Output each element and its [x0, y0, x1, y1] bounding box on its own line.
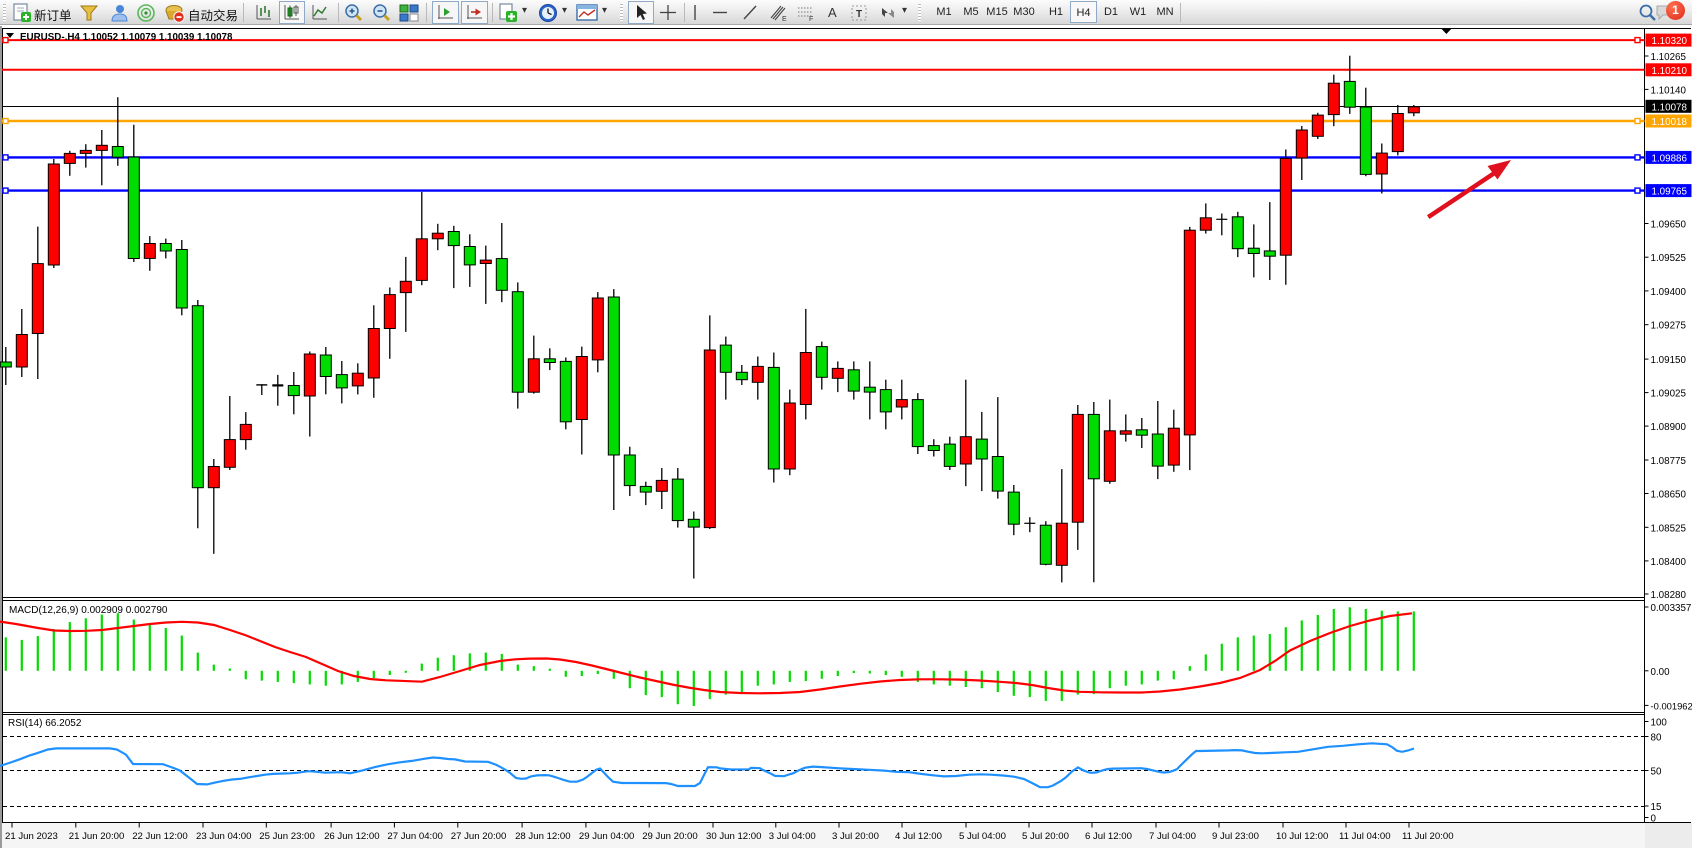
svg-text:9 Jul 23:00: 9 Jul 23:00 — [1212, 831, 1259, 842]
svg-text:F: F — [809, 16, 813, 22]
svg-text:1.09886: 1.09886 — [1652, 153, 1688, 164]
svg-text:1.09765: 1.09765 — [1652, 187, 1688, 198]
svg-text:1.10018: 1.10018 — [1652, 117, 1688, 128]
svg-text:1.09025: 1.09025 — [1651, 389, 1687, 400]
svg-text:1.09400: 1.09400 — [1651, 287, 1687, 298]
svg-text:MACD(12,26,9) 0.002909 0.00279: MACD(12,26,9) 0.002909 0.002790 — [9, 605, 168, 616]
svg-text:5 Jul 20:00: 5 Jul 20:00 — [1022, 831, 1069, 842]
svg-text:27 Jun 20:00: 27 Jun 20:00 — [451, 831, 506, 842]
svg-text:29 Jun 20:00: 29 Jun 20:00 — [642, 831, 697, 842]
svg-text:1.08650: 1.08650 — [1651, 490, 1687, 501]
svg-text:100: 100 — [1651, 718, 1668, 729]
svg-text:3 Jul 20:00: 3 Jul 20:00 — [832, 831, 879, 842]
svg-text:1.09650: 1.09650 — [1651, 220, 1687, 231]
svg-text:1.09525: 1.09525 — [1651, 253, 1687, 264]
svg-text:1.10078: 1.10078 — [1652, 102, 1688, 113]
svg-text:7 Jul 04:00: 7 Jul 04:00 — [1149, 831, 1196, 842]
svg-text:4 Jul 12:00: 4 Jul 12:00 — [895, 831, 942, 842]
svg-text:28 Jun 12:00: 28 Jun 12:00 — [515, 831, 570, 842]
svg-text:5 Jul 04:00: 5 Jul 04:00 — [959, 831, 1006, 842]
svg-text:15: 15 — [1651, 802, 1662, 813]
svg-text:22 Jun 12:00: 22 Jun 12:00 — [132, 831, 187, 842]
svg-text:E: E — [782, 16, 787, 22]
svg-text:1.08900: 1.08900 — [1651, 422, 1687, 433]
svg-text:1.10265: 1.10265 — [1651, 52, 1687, 63]
svg-text:1.10140: 1.10140 — [1651, 85, 1687, 96]
svg-text:0.003357: 0.003357 — [1651, 603, 1692, 614]
svg-text:25 Jun 23:00: 25 Jun 23:00 — [259, 831, 314, 842]
svg-text:1.08280: 1.08280 — [1651, 590, 1687, 601]
svg-text:T: T — [856, 9, 862, 20]
svg-text:1.09150: 1.09150 — [1651, 355, 1687, 366]
svg-text:6 Jul 12:00: 6 Jul 12:00 — [1085, 831, 1132, 842]
svg-text:29 Jun 04:00: 29 Jun 04:00 — [579, 831, 634, 842]
svg-text:1.10210: 1.10210 — [1652, 66, 1688, 77]
svg-text:1.08775: 1.08775 — [1651, 456, 1687, 467]
svg-text:1.10320: 1.10320 — [1652, 36, 1688, 47]
svg-text:80: 80 — [1651, 733, 1662, 744]
svg-text:27 Jun 04:00: 27 Jun 04:00 — [387, 831, 442, 842]
svg-text:26 Jun 12:00: 26 Jun 12:00 — [324, 831, 379, 842]
svg-text:11 Jul 20:00: 11 Jul 20:00 — [1402, 831, 1454, 842]
svg-text:1.09275: 1.09275 — [1651, 321, 1687, 332]
svg-text:1.08400: 1.08400 — [1651, 557, 1687, 568]
svg-text:3 Jul 04:00: 3 Jul 04:00 — [769, 831, 816, 842]
svg-text:RSI(14) 66.2052: RSI(14) 66.2052 — [8, 718, 82, 729]
svg-text:1.08525: 1.08525 — [1651, 523, 1687, 534]
svg-text:0.00: 0.00 — [1651, 667, 1671, 678]
svg-text:EURUSD-.H4 1.10052 1.10079 1.: EURUSD-.H4 1.10052 1.10079 1.10039 1.100… — [20, 32, 233, 43]
svg-text:21 Jun 20:00: 21 Jun 20:00 — [69, 831, 124, 842]
svg-text:23 Jun 04:00: 23 Jun 04:00 — [196, 831, 251, 842]
svg-text:30 Jun 12:00: 30 Jun 12:00 — [706, 831, 761, 842]
svg-text:21 Jun 2023: 21 Jun 2023 — [5, 831, 58, 842]
svg-text:11 Jul 04:00: 11 Jul 04:00 — [1339, 831, 1391, 842]
svg-text:50: 50 — [1651, 767, 1662, 778]
svg-text:10 Jul 12:00: 10 Jul 12:00 — [1276, 831, 1328, 842]
svg-text:0: 0 — [1651, 814, 1657, 825]
svg-text:-0.001962: -0.001962 — [1651, 700, 1692, 711]
